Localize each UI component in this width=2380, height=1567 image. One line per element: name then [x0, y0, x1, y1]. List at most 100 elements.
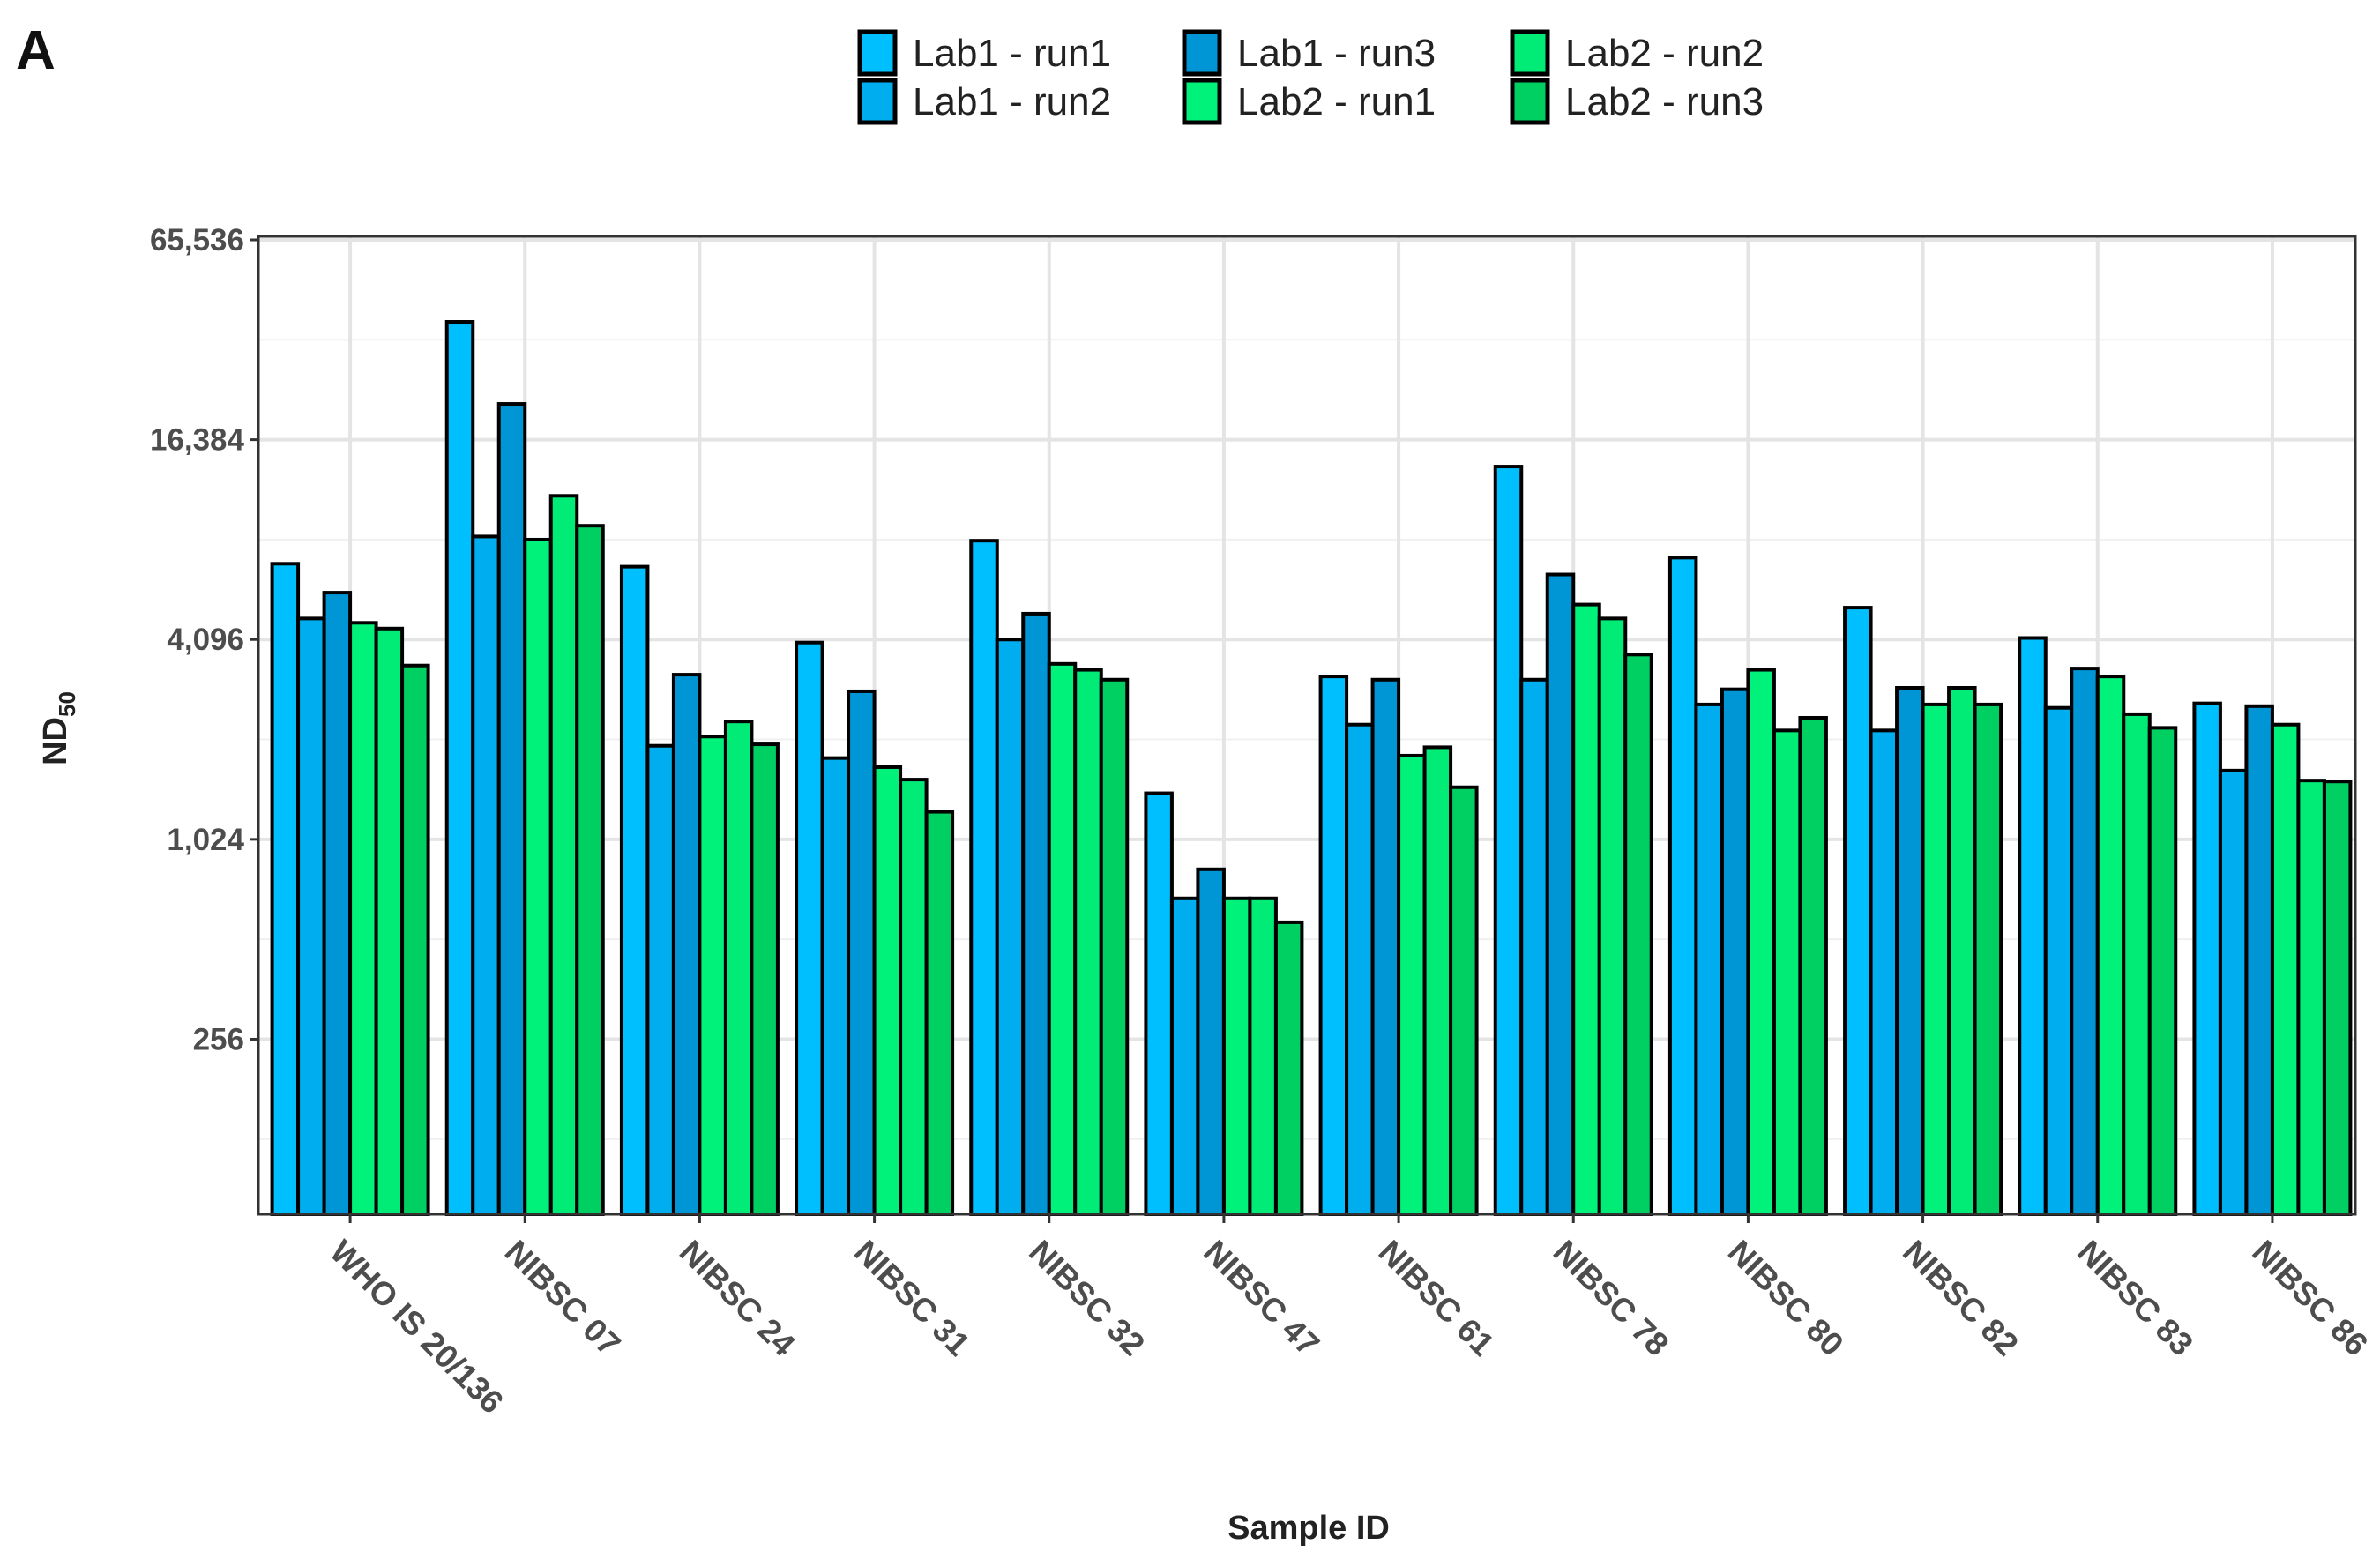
legend-swatch: [1510, 29, 1550, 77]
legend-item: Lab1 - run2: [857, 78, 1111, 125]
bar-group-nibsc-78: [1493, 465, 1653, 1216]
bar-group-nibsc-61: [1318, 675, 1479, 1217]
bar: [671, 673, 702, 1216]
legend-item: Lab2 - run1: [1182, 78, 1436, 125]
bar: [1144, 791, 1174, 1216]
bar: [1248, 896, 1278, 1217]
y-tick-label: 4,096: [167, 623, 244, 657]
x-tick-label: NIBSC 47: [1197, 1234, 1326, 1363]
x-tick-label: NIBSC 61: [1371, 1234, 1501, 1363]
bar: [1798, 715, 1828, 1216]
y-axis-title-main: ND: [37, 717, 74, 765]
bar: [400, 663, 430, 1216]
bar-group-nibsc-07: [444, 320, 605, 1217]
bar: [374, 626, 405, 1216]
bar: [1746, 668, 1776, 1216]
legend-label: Lab1 - run1: [913, 32, 1111, 75]
bar: [645, 743, 675, 1216]
bar-group-nibsc-47: [1144, 791, 1304, 1217]
x-axis-title: Sample ID: [1227, 1510, 1390, 1547]
bar: [795, 640, 824, 1216]
bar: [2192, 701, 2222, 1216]
bar: [523, 537, 553, 1216]
legend-label: Lab2 - run2: [1565, 32, 1764, 75]
bar: [1196, 867, 1226, 1217]
bar: [496, 402, 527, 1217]
bar-group-nibsc-83: [2018, 636, 2178, 1216]
bar: [1273, 920, 1304, 1216]
bar: [471, 534, 501, 1216]
bar: [2218, 768, 2249, 1216]
x-tick-label: NIBSC 86: [2245, 1234, 2375, 1363]
bars: [270, 320, 2353, 1217]
bar: [1073, 668, 1103, 1216]
bar: [969, 539, 999, 1216]
y-tick-label: 65,536: [150, 223, 244, 257]
legend-swatch: [1182, 29, 1222, 77]
bar: [924, 810, 955, 1216]
legend-swatch: [857, 78, 898, 125]
bar: [444, 320, 475, 1217]
x-tick-label: NIBSC 07: [498, 1234, 628, 1363]
bar: [723, 720, 754, 1216]
bar: [1099, 677, 1130, 1216]
bar: [619, 564, 650, 1216]
bar: [1545, 572, 1576, 1216]
bar: [1895, 686, 1925, 1216]
bar: [1921, 702, 1951, 1216]
bar: [995, 638, 1026, 1216]
y-axis: 256 1,024 4,096 16,384 65,536: [150, 223, 258, 1056]
bar: [1345, 722, 1375, 1216]
x-tick-label: NIBSC 78: [1547, 1234, 1676, 1363]
bar: [548, 494, 579, 1216]
bar-group-nibsc-86: [2192, 701, 2353, 1216]
bar: [1571, 602, 1601, 1216]
bar-group-nibsc-32: [969, 539, 1130, 1216]
legend-label: Lab2 - run3: [1565, 80, 1764, 123]
bar: [1370, 677, 1401, 1216]
bar: [1318, 675, 1349, 1216]
bar: [1169, 896, 1200, 1217]
y-tick-label: 16,384: [150, 423, 245, 458]
bar: [2095, 675, 2126, 1216]
bar: [899, 778, 929, 1217]
bar: [1772, 728, 1802, 1216]
bar: [2244, 704, 2274, 1216]
bar: [1720, 687, 1750, 1216]
bar: [575, 524, 605, 1216]
bar: [322, 591, 353, 1216]
x-tick-label: NIBSC 80: [1721, 1234, 1851, 1363]
plot-background: [258, 236, 2355, 1214]
bar: [2018, 636, 2048, 1216]
bar: [2070, 667, 2100, 1216]
y-tick-label: 256: [193, 1022, 244, 1056]
y-axis-title-subscript: 50: [54, 691, 80, 717]
legend-label: Lab1 - run2: [913, 80, 1111, 123]
x-tick-label: NIBSC 82: [1896, 1234, 2026, 1363]
bar: [750, 742, 780, 1216]
legend-item: Lab2 - run3: [1510, 78, 1764, 125]
x-tick-label: WHO IS 20/136: [323, 1234, 510, 1421]
bar-group-nibsc-82: [1843, 606, 2003, 1216]
bar: [1597, 616, 1628, 1216]
bar: [2270, 722, 2301, 1216]
bar: [1021, 611, 1051, 1216]
bar: [1947, 686, 1977, 1216]
bar: [1047, 661, 1078, 1216]
legend-swatch: [1182, 78, 1222, 125]
bar-group-nibsc-24: [619, 564, 780, 1216]
x-tick-label: NIBSC 24: [673, 1234, 802, 1363]
bar: [1397, 753, 1427, 1216]
bar: [2043, 705, 2074, 1216]
x-tick-label: NIBSC 32: [1022, 1234, 1152, 1363]
bar: [1869, 728, 1899, 1216]
bar: [1493, 465, 1524, 1216]
bar: [2147, 726, 2178, 1216]
bar: [1667, 556, 1698, 1216]
bar: [1449, 785, 1479, 1217]
bar: [872, 765, 903, 1216]
bar: [270, 562, 301, 1216]
bar: [2296, 779, 2326, 1216]
legend-item: Lab1 - run1: [857, 29, 1111, 77]
